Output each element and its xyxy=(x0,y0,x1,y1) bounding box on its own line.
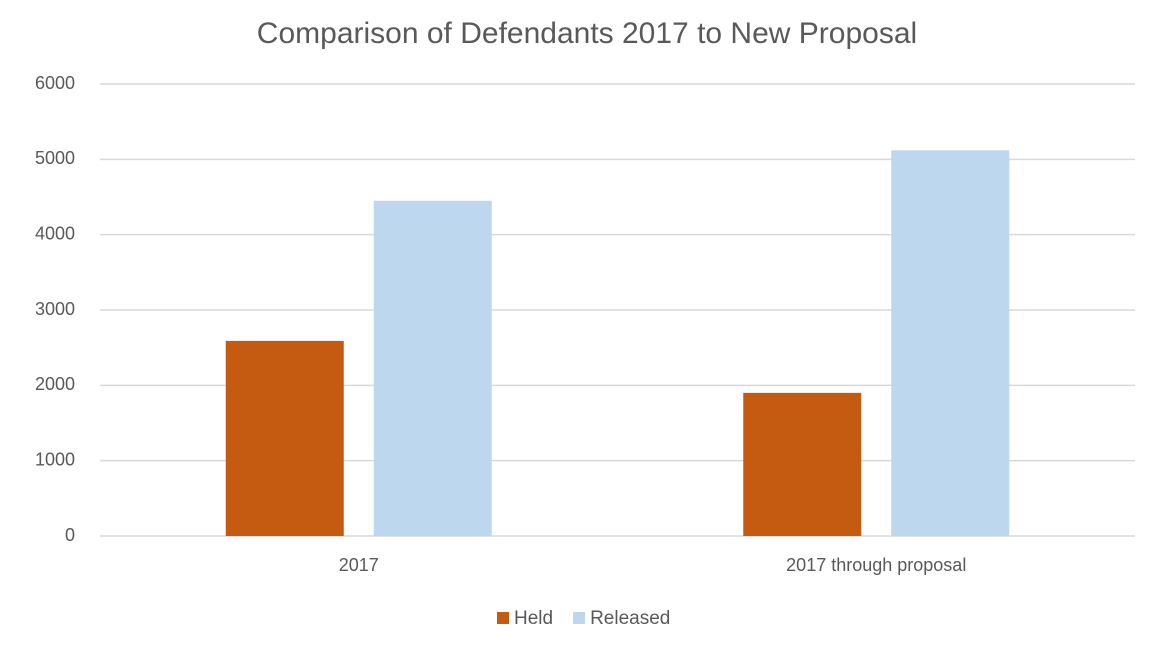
x-tick-label: 2017 xyxy=(339,555,379,575)
y-tick-label: 6000 xyxy=(35,73,75,93)
y-tick-label: 4000 xyxy=(35,223,75,243)
y-tick-label: 0 xyxy=(65,525,75,545)
y-tick-label: 1000 xyxy=(35,449,75,469)
chart-title: Comparison of Defendants 2017 to New Pro… xyxy=(257,17,917,50)
bar xyxy=(225,340,344,536)
y-tick-label: 3000 xyxy=(35,299,75,319)
legend-swatch xyxy=(497,612,509,624)
y-tick-label: 5000 xyxy=(35,148,75,168)
legend-swatch xyxy=(573,612,586,624)
bar xyxy=(373,200,492,536)
legend-label: Held xyxy=(514,608,553,629)
bar xyxy=(891,150,1010,536)
legend-label: Released xyxy=(590,608,670,629)
x-tick-label: 2017 through proposal xyxy=(786,555,966,575)
y-tick-label: 2000 xyxy=(35,374,75,394)
bar xyxy=(743,392,862,536)
